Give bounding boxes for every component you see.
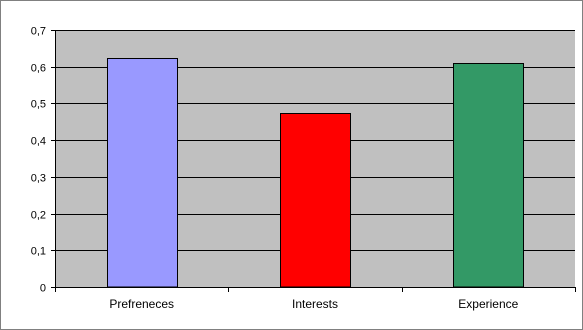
bars [107,58,524,288]
y-tick-label: 0,3 [31,173,46,185]
y-tick-label: 0,6 [31,63,46,75]
x-tick-labels: Prefreneces Interests Experience [109,297,518,311]
bar-experience [453,63,524,288]
y-tick-label: 0,4 [31,136,46,148]
y-tick-labels: 0 0,1 0,2 0,3 0,4 0,5 0,6 0,7 [31,26,46,295]
axes [55,30,576,292]
x-tick-label: Experience [458,297,518,311]
y-tick-label: 0,2 [31,210,46,222]
bar-prefreneces [107,58,178,288]
y-tick-label: 0,1 [31,246,46,258]
y-tick-label: 0,7 [31,26,46,38]
bar-interests [280,113,351,288]
y-tick-label: 0 [40,283,46,295]
x-tick-label: Interests [292,297,338,311]
x-tick-label: Prefreneces [109,297,174,311]
y-tick-label: 0,5 [31,99,46,111]
